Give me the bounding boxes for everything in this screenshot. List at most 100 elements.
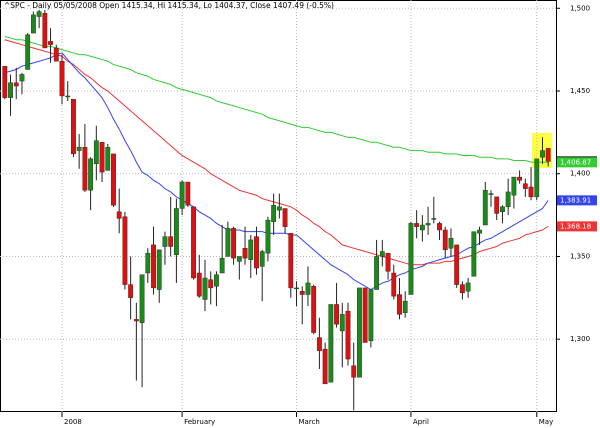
candle-body [116,211,122,219]
candle-body [305,282,311,295]
y-tick-label: 1,400 [570,170,590,178]
y-tick-label: 1,350 [570,252,590,260]
candle-body [397,294,402,315]
candle-body [276,206,282,211]
candle-body [19,74,25,82]
candle-body [173,208,179,256]
candle-body [385,252,391,272]
candle-body [345,310,351,360]
moving-average [4,35,549,163]
candle-body [31,14,36,34]
candle-body [128,284,134,299]
candle-body [248,239,254,260]
candle-body [288,233,294,289]
candle-body [402,300,408,313]
x-tick-label: 2008 [64,418,82,426]
price-label-box [557,195,597,206]
price-label-box [557,221,597,232]
candle-body [42,13,48,49]
candle-body [82,147,88,191]
candle-body [448,238,454,249]
candle-body [505,191,511,208]
candle-body [425,223,431,226]
candle-body [133,319,139,322]
candle-body [122,216,128,285]
candle-body [374,256,379,290]
candle-body [13,82,19,87]
candle-body [71,99,76,155]
candle-body [368,289,374,342]
candle-body [477,229,482,234]
candle-body [437,223,442,231]
candle-body [219,257,225,274]
candle-body [339,314,345,332]
candle-body [282,208,288,227]
candle-body [271,204,277,222]
candle-body [65,95,71,98]
candle-body [311,286,317,333]
x-tick-label: March [299,418,320,426]
candle-body [8,82,13,98]
candle-body [36,11,42,17]
candle-body [488,193,494,195]
candle-body [162,236,168,247]
candle-body [168,236,174,247]
candle-body [225,228,231,257]
candle-body [357,287,362,378]
candle-body [202,277,208,300]
candle-body [185,181,191,206]
candle-body [76,147,82,151]
candle-body [442,229,448,251]
candle-body [511,176,517,196]
candle-body [540,150,545,158]
candle-body [259,251,265,267]
candle-body [408,223,414,295]
candle-body [379,251,385,257]
price-label-box [557,157,597,168]
candle-body [517,176,523,181]
candle-body [431,218,437,220]
price-label: 1,368.18 [560,222,591,230]
candle-body [545,148,551,162]
price-label: 1,383.91 [560,196,591,204]
x-tick-label: February [184,418,215,426]
candle-body [265,219,271,254]
candle-body [25,34,31,70]
candle-body [2,65,8,98]
candle-body [528,186,534,198]
candle-body [242,247,248,259]
candle-body [179,181,185,209]
price-label: 1,406.87 [560,158,591,166]
candle-body [53,47,59,62]
y-tick-label: 1,450 [570,87,590,95]
candle-body [196,272,202,297]
candle-body [208,279,214,289]
candle-body [105,147,111,171]
candle-body [254,236,259,269]
candle-body [391,272,397,297]
candle-body [145,252,151,274]
candle-body [500,206,505,212]
candle-body [111,153,116,206]
candle-body [494,196,500,214]
candle-body [334,304,339,325]
candle-body [460,284,465,294]
plot-frame [0,0,557,412]
x-tick-label: April [413,418,429,426]
candle-body [454,244,460,285]
candle-body [59,61,65,97]
candle-body [214,274,219,287]
candle-body [151,244,156,289]
x-tick-label: May [539,418,553,426]
candle-body [322,348,328,385]
candle-body [328,304,334,383]
candle-body [99,142,105,173]
candle-body [482,190,488,226]
candle-body [414,223,420,227]
candle-body [534,158,540,198]
candle-body [317,337,322,351]
candle-body [93,140,99,165]
y-tick-label: 1,300 [570,335,590,343]
candle-body [294,287,299,290]
